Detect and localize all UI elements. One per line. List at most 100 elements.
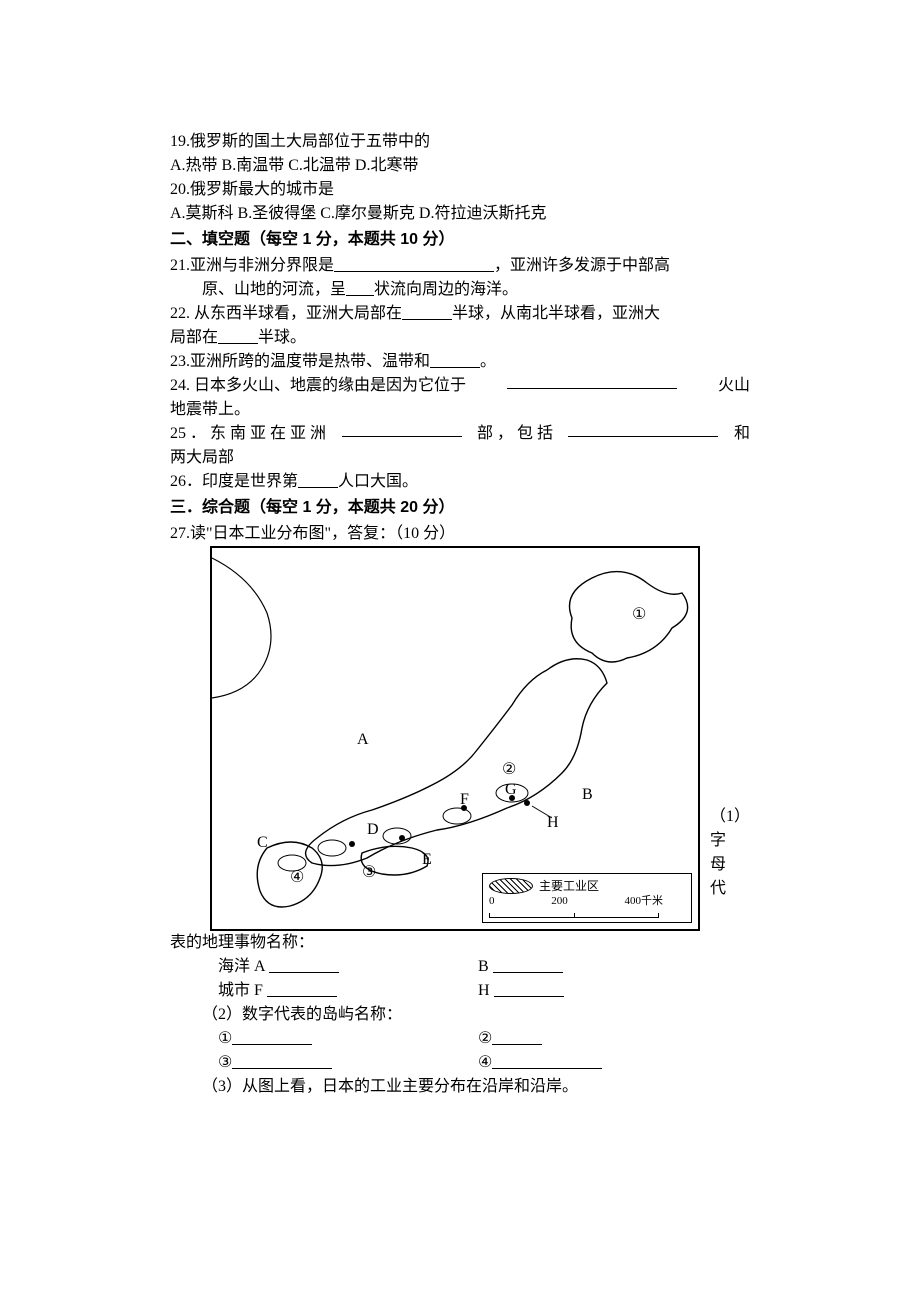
side-a: （1） [710, 805, 750, 829]
sea-b: B [478, 955, 563, 979]
q22-mid: 半球，从南北半球看，亚洲大 [452, 305, 660, 322]
map-label-H: H [547, 811, 559, 835]
scale-labels: 0 200 400千米 [489, 893, 663, 910]
q20-stem: 20.俄罗斯最大的城市是 [170, 178, 750, 202]
map-label-A: A [357, 728, 369, 752]
blank [430, 353, 480, 368]
map-label-c4: ④ [290, 866, 304, 890]
tick [489, 913, 490, 918]
side-c: 母 [710, 853, 750, 877]
n1: ① [218, 1027, 478, 1051]
section-2-heading: 二、填空题（每空 1 分，本题共 10 分） [170, 228, 750, 252]
q25-line2: 两大局部 [170, 446, 750, 470]
q23-pre: 23.亚洲所跨的温度带是热带、温带和 [170, 353, 430, 370]
n3: ③ [218, 1051, 478, 1075]
q21-line1: 21.亚洲与非洲分界限是 ，亚洲许多发源于中部高 [170, 254, 750, 278]
blank [346, 281, 374, 296]
blank [492, 1054, 602, 1069]
q19-options: A.热带 B.南温带 C.北温带 D.北寒带 [170, 154, 750, 178]
q22-line1: 22. 从东西半球看，亚洲大局部在 半球，从南北半球看，亚洲大 [170, 302, 750, 326]
blank [507, 374, 677, 389]
map-label-c1: ① [632, 603, 646, 627]
q27-islands: （2）数字代表的岛屿名称： [170, 1003, 750, 1027]
q24-pre: 24. 日本多火山、地震的缘由是因为它位于 [170, 374, 466, 398]
q25-line1: 25 ． 东 南 亚 在 亚 洲 部 ， 包 括 和 [170, 422, 750, 446]
map-label-C: C [257, 831, 268, 855]
q27-side: （1） 字 母 代 [710, 805, 750, 901]
section-3-heading: 三．综合题（每空 1 分，本题共 20 分） [170, 496, 750, 520]
q26-post: 人口大国。 [338, 473, 418, 490]
q21-line2: 原、山地的河流，呈 状流向周边的海洋。 [170, 278, 750, 302]
n4-label: ④ [478, 1051, 492, 1075]
q23: 23.亚洲所跨的温度带是热带、温带和 。 [170, 350, 750, 374]
blank [269, 958, 339, 973]
sea-a: 海洋 A [218, 955, 478, 979]
blank [493, 958, 563, 973]
q25-post: 和 [734, 422, 750, 446]
map-label-B: B [582, 783, 593, 807]
q21-pre: 21.亚洲与非洲分界限是 [170, 257, 334, 274]
exam-page: 19.俄罗斯的国土大局部位于五带中的 A.热带 B.南温带 C.北温带 D.北寒… [0, 0, 920, 1302]
q21-l2-post: 状流向周边的海洋。 [374, 281, 518, 298]
q27-sea-row: 海洋 A B [170, 955, 750, 979]
tick [574, 913, 575, 918]
blank [342, 422, 462, 437]
map-label-F: F [460, 788, 469, 812]
sea-b-label: B [478, 958, 489, 975]
blank [298, 473, 338, 488]
q27-city-row: 城市 F H [170, 979, 750, 1003]
city-h-label: H [478, 982, 490, 999]
q25-pre: 25 ． 东 南 亚 在 亚 洲 [170, 422, 326, 446]
blank [232, 1030, 312, 1045]
q24-post: 火山 [718, 374, 750, 398]
q24-line2: 地震带上。 [170, 398, 750, 422]
scale-bar [489, 910, 659, 918]
city-f: 城市 F [218, 979, 478, 1003]
q27-n-row1: ① ② [170, 1027, 750, 1051]
q26: 26．印度是世界第 人口大国。 [170, 470, 750, 494]
q19-stem: 19.俄罗斯的国土大局部位于五带中的 [170, 130, 750, 154]
q22-l2-pre: 局部在 [170, 329, 218, 346]
side-b: 字 [710, 829, 750, 853]
q25-mid: 部 ， 包 括 [477, 422, 553, 446]
q22-line2: 局部在 半球。 [170, 326, 750, 350]
n1-label: ① [218, 1027, 232, 1051]
n4: ④ [478, 1051, 602, 1075]
q21-l2-pre: 原、山地的河流，呈 [202, 281, 346, 298]
q27-stem: 27.读"日本工业分布图"，答复：（10 分） [170, 522, 750, 546]
map-svg [212, 548, 700, 929]
map-label-c3: ③ [362, 861, 376, 885]
city-h: H [478, 979, 564, 1003]
q21-post: ，亚洲许多发源于中部高 [494, 257, 670, 274]
sea-label: 海洋 A [218, 958, 265, 975]
map-label-D: D [367, 818, 379, 842]
map-row: A B C D E F G H ① ② ③ ④ 主要工业区 0 200 400千… [170, 546, 750, 931]
blank [218, 329, 258, 344]
blank [334, 257, 494, 272]
n2: ② [478, 1027, 542, 1051]
hatch-icon [489, 878, 533, 894]
blank [267, 982, 337, 997]
blank [568, 422, 718, 437]
n2-label: ② [478, 1027, 492, 1051]
scale-200: 200 [551, 893, 568, 910]
q22-l2-post: 半球。 [258, 329, 306, 346]
q27-n-row2: ③ ④ [170, 1051, 750, 1075]
scale-400: 400千米 [624, 893, 663, 910]
city-label: 城市 F [218, 982, 263, 999]
n3-label: ③ [218, 1051, 232, 1075]
q26-pre: 26．印度是世界第 [170, 473, 298, 490]
q23-post: 。 [480, 353, 496, 370]
q22-pre: 22. 从东西半球看，亚洲大局部在 [170, 305, 402, 322]
map-label-c2: ② [502, 758, 516, 782]
q27-continue: 表的地理事物名称： [170, 931, 750, 955]
scale-0: 0 [489, 893, 495, 910]
side-d: 代 [710, 877, 750, 901]
tick [658, 913, 659, 918]
q20-options: A.莫斯科 B.圣彼得堡 C.摩尔曼斯克 D.符拉迪沃斯托克 [170, 202, 750, 226]
blank [402, 305, 452, 320]
map-label-E: E [422, 848, 432, 872]
blank [494, 982, 564, 997]
blank [232, 1054, 332, 1069]
map-legend: 主要工业区 0 200 400千米 [482, 873, 692, 923]
